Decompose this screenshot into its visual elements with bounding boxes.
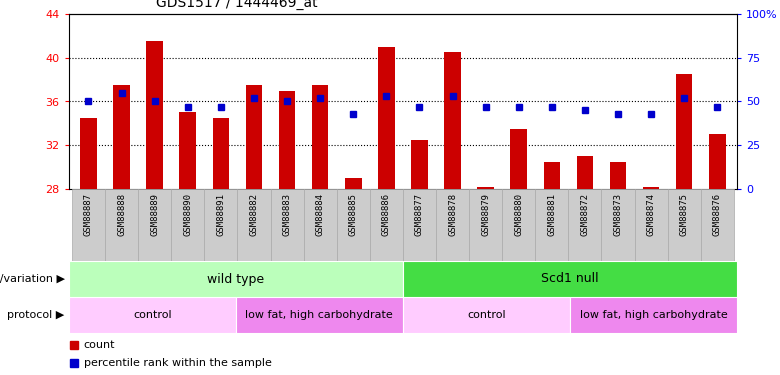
Bar [411,140,427,189]
Text: GSM88890: GSM88890 [183,193,193,236]
Bar [69,261,402,297]
Bar [643,187,659,189]
Bar [601,189,634,261]
Bar [378,47,395,189]
Text: GSM88874: GSM88874 [647,193,655,236]
Text: GSM88880: GSM88880 [514,193,523,236]
Text: low fat, high carbohydrate: low fat, high carbohydrate [246,310,393,320]
Text: GSM88885: GSM88885 [349,193,358,236]
Bar [271,189,303,261]
Bar [676,74,693,189]
Bar [69,297,236,333]
Bar [172,189,204,261]
Text: control: control [133,310,172,320]
Text: GSM88883: GSM88883 [282,193,292,236]
Text: GSM88876: GSM88876 [713,193,722,236]
Bar [236,297,402,333]
Text: protocol ▶: protocol ▶ [8,310,65,320]
Bar [445,52,461,189]
Bar [570,297,737,333]
Text: GSM88875: GSM88875 [679,193,689,236]
Text: GSM88891: GSM88891 [216,193,225,236]
Text: GDS1517 / 1444469_at: GDS1517 / 1444469_at [155,0,317,10]
Text: GSM88888: GSM88888 [117,193,126,236]
Text: GSM88881: GSM88881 [548,193,556,236]
Text: count: count [83,340,115,350]
Bar [213,118,229,189]
Bar [204,189,237,261]
Bar [668,189,700,261]
Bar [337,189,370,261]
Bar [610,162,626,189]
Text: GSM88878: GSM88878 [448,193,457,236]
Bar [700,189,734,261]
Text: GSM88873: GSM88873 [613,193,622,236]
Text: control: control [467,310,505,320]
Bar [544,162,560,189]
Bar [72,189,105,261]
Text: wild type: wild type [207,273,264,285]
Text: GSM88882: GSM88882 [250,193,258,236]
Text: Scd1 null: Scd1 null [541,273,599,285]
Bar [634,189,668,261]
Bar [535,189,569,261]
Bar [147,41,163,189]
Bar [80,118,97,189]
Text: GSM88887: GSM88887 [84,193,93,236]
Text: GSM88889: GSM88889 [151,193,159,236]
Bar [345,178,361,189]
Text: GSM88886: GSM88886 [382,193,391,236]
Bar [477,187,494,189]
Bar [278,90,296,189]
Bar [569,189,601,261]
Bar [576,156,593,189]
Bar [709,134,725,189]
Bar [303,189,337,261]
Bar [436,189,469,261]
Text: GSM88877: GSM88877 [415,193,424,236]
Bar [179,112,196,189]
Text: GSM88884: GSM88884 [316,193,324,236]
Bar [402,261,737,297]
Bar [402,297,570,333]
Bar [402,189,436,261]
Bar [246,85,262,189]
Text: GSM88872: GSM88872 [580,193,590,236]
Bar [105,189,138,261]
Bar [502,189,535,261]
Bar [370,189,402,261]
Bar [138,189,172,261]
Text: low fat, high carbohydrate: low fat, high carbohydrate [580,310,728,320]
Bar [237,189,271,261]
Text: percentile rank within the sample: percentile rank within the sample [83,358,271,368]
Bar [469,189,502,261]
Text: GSM88879: GSM88879 [481,193,490,236]
Bar [510,129,527,189]
Text: genotype/variation ▶: genotype/variation ▶ [0,274,65,284]
Bar [113,85,129,189]
Bar [312,85,328,189]
